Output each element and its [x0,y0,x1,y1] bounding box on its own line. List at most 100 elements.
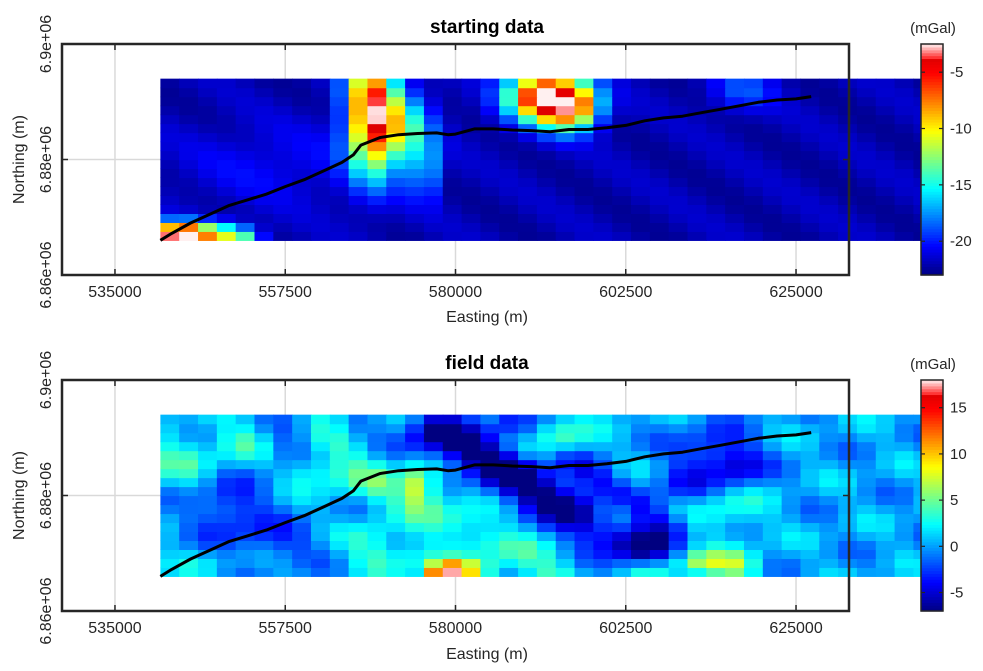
heatmap-cell [348,177,369,188]
colorbar-segment [921,61,943,65]
heatmap-cell [480,450,500,461]
heatmap-cell [405,177,425,188]
heatmap-cell [725,159,745,170]
colorbar-frame [920,379,944,612]
heatmap-cell [499,477,519,488]
heatmap-cell [668,441,689,452]
heatmap-cell [894,87,915,98]
heatmap-cell [442,432,463,443]
x-tick-label: 602500 [599,284,652,301]
heatmap-cell [781,495,802,506]
heatmap-cell [781,450,802,461]
heatmap-cell [292,222,312,232]
heatmap-cell [743,549,764,559]
heatmap-cell [781,432,802,443]
colorbar-segment [921,460,943,465]
colorbar-segment [921,191,943,195]
heatmap-cell [593,504,613,515]
heatmap-cell [687,105,707,116]
heatmap-cell [442,195,463,206]
heatmap-cell [781,195,802,206]
heatmap-cell [536,486,557,497]
heatmap-cell [405,78,425,89]
heatmap-cell [386,414,406,425]
heatmap-cell [762,150,783,161]
heatmap-cell [480,531,500,542]
heatmap-cell [819,87,839,98]
heatmap-cell [555,477,576,488]
heatmap-cell [348,204,369,214]
heatmap-cell [405,159,425,170]
heatmap-cell [292,96,312,107]
heatmap-cell [235,504,256,515]
heatmap-cell [461,87,482,98]
heatmap-cell [367,558,387,568]
heatmap-cell [235,432,256,443]
heatmap-cell [612,558,632,568]
heatmap-cell [198,150,218,161]
heatmap-cell [706,414,726,425]
heatmap-cell [348,195,369,206]
heatmap-cell [612,450,632,461]
heatmap-cell [329,558,350,568]
heatmap-cell [875,123,896,134]
heatmap-cell [160,78,180,89]
heatmap-cell [499,231,519,241]
heatmap-cell [198,495,218,506]
heatmap-cell [348,213,369,223]
heatmap-cell [348,414,369,425]
heatmap-cell [574,222,594,232]
heatmap-cell [423,231,444,241]
heatmap-cell [593,423,613,434]
heatmap-cell [894,222,915,232]
heatmap-cell [687,504,707,515]
y-tick-label: 6.86e+06 [38,577,55,644]
heatmap-cell [160,222,180,232]
colorbar-segment [921,608,943,612]
heatmap-cell [894,195,915,206]
colorbar-segment [921,150,943,155]
heatmap-cell [480,150,500,161]
heatmap-cell [499,114,519,125]
heatmap-cell [367,105,387,116]
colorbar-segment [921,269,943,273]
x-axis-label: Easting (m) [446,646,528,663]
heatmap-cell [179,513,199,524]
heatmap-cell [310,540,331,550]
heatmap-cell [423,504,444,515]
heatmap-cell [762,459,783,470]
heatmap-cell [480,540,500,550]
heatmap-cell [743,213,764,223]
heatmap-cell [819,78,839,89]
heatmap-cell [649,150,670,161]
colorbar-segment [921,124,943,129]
heatmap-cell [461,477,482,488]
colorbar-segment [921,254,943,259]
heatmap-cell [518,558,538,568]
heatmap-cell [649,423,670,434]
heatmap-cell [292,114,312,125]
colorbar-segment [921,431,943,436]
profile-line [159,95,812,242]
heatmap-cell [480,513,500,524]
colorbar-segment [921,176,943,181]
heatmap-cell [725,231,745,241]
heatmap-cell [631,567,651,577]
heatmap-cell [216,504,237,515]
heatmap-cell [348,567,369,577]
heatmap-cell [555,222,576,232]
heatmap-cell [405,186,425,197]
heatmap-cell [781,531,802,542]
heatmap-cell [329,141,350,152]
heatmap-cell [442,459,463,470]
heatmap-cell [668,423,689,434]
heatmap-cell [725,204,745,214]
heatmap-cell [273,87,293,98]
heatmap-cell [668,432,689,443]
colorbar-segment [921,521,943,525]
heatmap-cell [574,450,594,461]
heatmap-cell [781,504,802,515]
colorbar-segment [921,179,943,184]
heatmap-cell [367,114,387,125]
heatmap-cell [216,495,237,506]
